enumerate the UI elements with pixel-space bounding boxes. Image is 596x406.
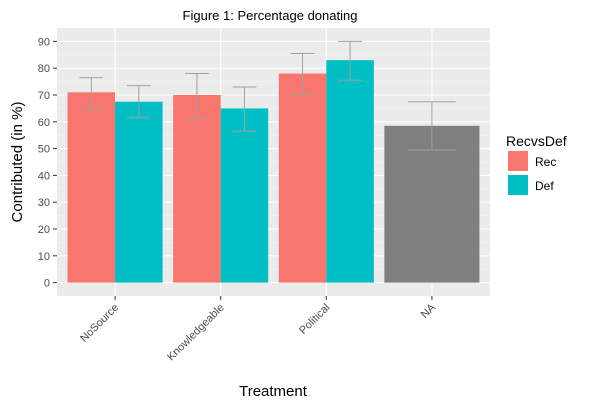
x-tick-label-political: Political	[297, 302, 332, 337]
legend-swatch-def	[508, 175, 528, 195]
y-tick-label: 0	[44, 278, 50, 290]
y-axis-title: Contributed (in %)	[9, 102, 26, 223]
y-tick-label: 80	[38, 63, 50, 75]
legend: RecvsDef Rec Def	[506, 133, 567, 195]
y-tick-label: 70	[38, 90, 50, 102]
y-tick-label: 30	[38, 197, 50, 209]
y-tick-label: 10	[38, 251, 50, 263]
legend-label-def: Def	[535, 179, 554, 193]
bar-rec-nosource	[68, 92, 116, 282]
bar-def-knowledgeable	[221, 108, 269, 282]
legend-title: RecvsDef	[506, 133, 567, 149]
bar-rec-knowledgeable	[173, 95, 221, 283]
x-axis-title: Treatment	[239, 383, 308, 400]
y-tick-label: 90	[38, 36, 50, 48]
x-tick-label-knowledgeable: Knowledgeable	[165, 302, 227, 364]
y-axis: 0 10 20 30 40 50 60 70 80 90	[38, 36, 57, 289]
legend-label-rec: Rec	[535, 155, 556, 169]
x-tick-label-nosource: NoSource	[78, 302, 121, 345]
x-tick-label-na: NA	[419, 301, 439, 321]
legend-swatch-rec	[508, 151, 528, 171]
y-tick-label: 50	[38, 144, 50, 156]
chart-title: Figure 1: Percentage donating	[183, 8, 358, 23]
y-tick-label: 60	[38, 117, 50, 129]
bar-def-political	[326, 60, 374, 282]
bar-def-nosource	[115, 102, 163, 283]
x-axis: NoSource Knowledgeable Political NA	[78, 296, 438, 363]
bar-rec-political	[279, 74, 327, 283]
y-tick-label: 20	[38, 224, 50, 236]
y-tick-label: 40	[38, 170, 50, 182]
